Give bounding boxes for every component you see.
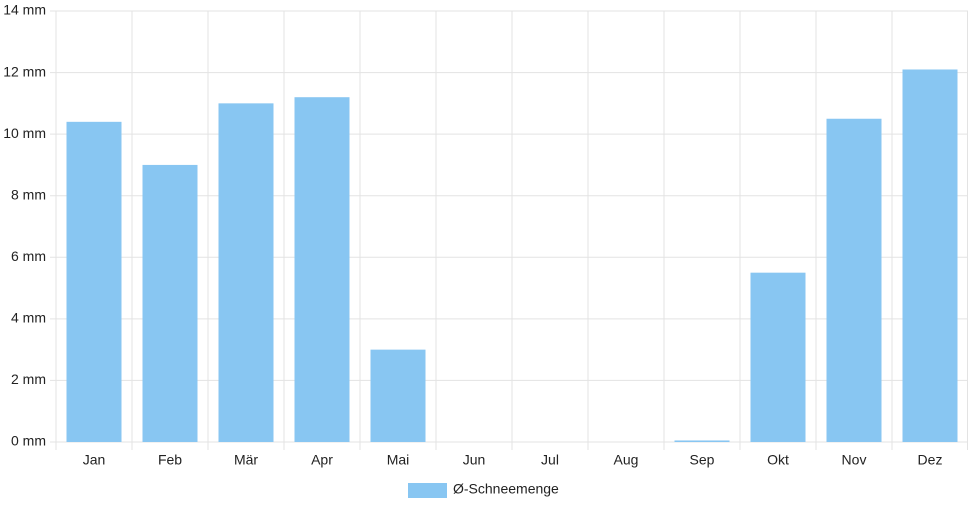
x-tick-label: Jun — [463, 452, 486, 468]
x-tick-label: Jul — [541, 452, 559, 468]
y-tick-label: 12 mm — [3, 63, 46, 79]
x-tick-label: Apr — [311, 452, 333, 468]
y-tick-label: 10 mm — [3, 125, 46, 141]
y-tick-label: 8 mm — [11, 186, 46, 202]
y-tick-label: 4 mm — [11, 310, 46, 326]
bar — [674, 440, 730, 442]
x-tick-label: Okt — [767, 452, 789, 468]
bar — [294, 97, 350, 442]
x-tick-label: Mär — [234, 452, 258, 468]
bar — [370, 349, 426, 442]
x-tick-label: Dez — [918, 452, 943, 468]
x-tick-label: Jan — [83, 452, 106, 468]
x-tick-label: Feb — [158, 452, 182, 468]
y-tick-label: 14 mm — [3, 2, 46, 18]
y-tick-label: 2 mm — [11, 371, 46, 387]
legend-label: Ø-Schneemenge — [453, 481, 559, 497]
bar — [902, 69, 958, 442]
x-tick-label: Aug — [614, 452, 639, 468]
y-tick-label: 0 mm — [11, 433, 46, 449]
x-tick-label: Mai — [387, 452, 410, 468]
bar — [66, 121, 122, 442]
x-tick-label: Nov — [842, 452, 867, 468]
bar — [142, 164, 198, 442]
bar — [750, 272, 806, 442]
legend-swatch — [408, 483, 447, 498]
x-tick-label: Sep — [690, 452, 715, 468]
bar — [826, 118, 882, 442]
y-tick-label: 6 mm — [11, 248, 46, 264]
bar — [218, 103, 274, 442]
